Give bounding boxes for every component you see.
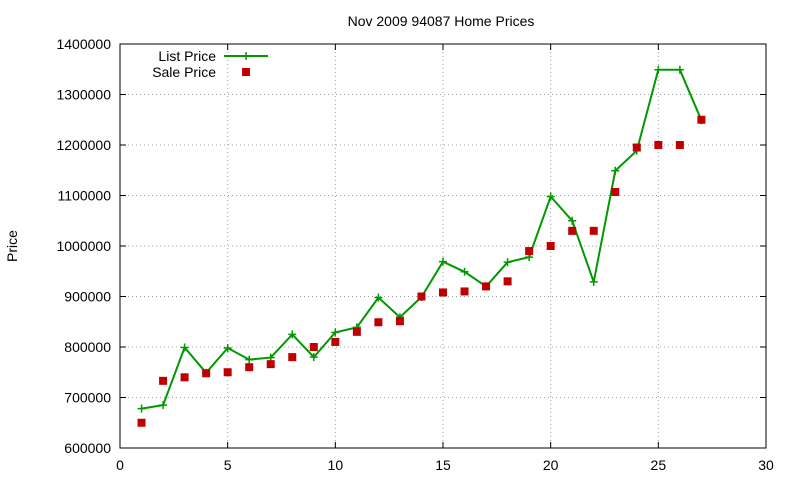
x-tick-label: 0 [116,457,124,473]
sale-price-point [632,143,641,152]
sale-price-point [374,318,383,327]
legend-label-list-price: List Price [158,48,216,64]
sale-price-point [525,247,534,256]
list-price-point [654,65,663,74]
y-tick-label: 700000 [64,390,111,406]
y-tick-label: 1100000 [58,188,112,204]
list-price-point [439,257,447,266]
y-tick-label: 1400000 [56,36,111,52]
chart-title: Nov 2009 94087 Home Prices [348,13,535,29]
y-tick-label: 600000 [64,440,111,456]
grid-lines [120,44,766,448]
list-price-point [611,166,620,175]
sale-price-point [482,282,491,291]
sale-price-point [395,317,404,326]
legend-marker-list-price [242,52,250,60]
sale-price-point [503,277,512,286]
x-tick-label: 20 [543,457,559,473]
sale-price-point [697,115,706,124]
legend-marker-sale-price [242,68,250,76]
list-price-point [137,404,146,413]
sale-price-point [159,376,168,385]
sale-price-point [202,369,211,378]
x-tick-label: 30 [758,457,774,473]
sale-price-point [589,226,598,235]
sale-price-point [266,360,275,369]
sale-price-point [288,353,297,362]
list-price-point [460,267,469,276]
sale-price-point [245,363,254,372]
list-price-line [141,68,703,410]
list-price-point [589,277,598,286]
sale-price-point [546,242,555,250]
sale-price-point [675,141,684,149]
legend-cross [242,52,250,60]
sale-price-point [180,373,189,382]
x-tick-label: 5 [224,457,232,473]
list-price-point [223,344,232,353]
list-price-point [503,258,512,267]
y-tick-label: 1300000 [56,87,111,103]
list-price-point [374,293,383,302]
sale-price-point [309,343,318,351]
list-price-point [675,65,684,74]
list-price-point [180,343,189,352]
x-tick-label: 25 [651,457,667,473]
sale-price-point [223,368,232,377]
y-tick-label: 900000 [64,289,111,305]
y-tick-label: 800000 [64,339,111,355]
list-price-point [331,328,340,337]
y-axis-label: Price [4,230,20,262]
sale-price-point [352,327,361,336]
list-price-point [309,353,318,362]
list-price-point [546,192,555,201]
list-price-point [245,355,254,364]
sale-price-point [331,337,340,346]
legend: List Price Sale Price [152,48,268,80]
sale-price-point [439,288,447,297]
series-marks [137,65,706,427]
x-tick-label: 10 [328,457,344,473]
sale-price-point [417,292,426,301]
y-tick-label: 1200000 [56,137,111,153]
sale-price-point [654,141,663,149]
list-price-point [288,330,297,339]
sale-price-point [611,187,620,196]
list-price-point [568,216,577,225]
x-tick-label: 15 [435,457,451,473]
sale-price-point [460,287,469,296]
legend-label-sale-price: Sale Price [152,64,216,80]
sale-price-point [568,226,577,235]
axis-ticks: 600000 700000 800000 900000 1000000 1100000 12… [56,36,774,473]
list-price-point [159,401,168,410]
y-tick-label: 1000000 [56,238,111,254]
sale-price-point [137,418,146,427]
